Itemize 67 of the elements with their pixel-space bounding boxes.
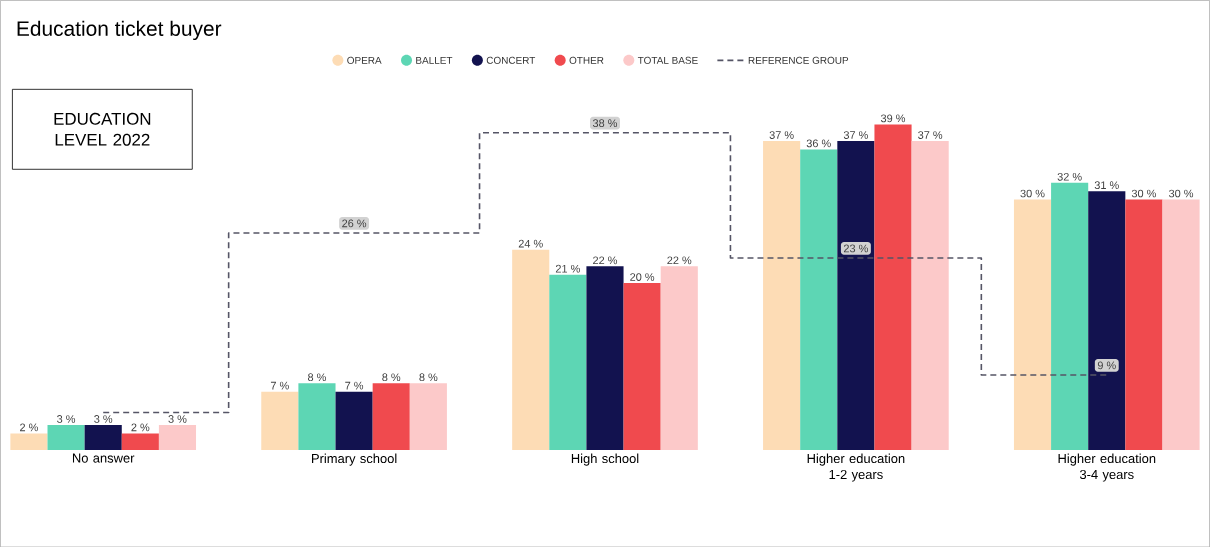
data-label: 23 % [843, 244, 868, 253]
data-label: 26 % [342, 219, 367, 228]
data-label: 22 % [667, 256, 692, 264]
data-label: 30 % [1131, 189, 1156, 198]
data-label: 30 % [1020, 189, 1045, 198]
bar [623, 282, 661, 450]
data-label: 7 % [345, 381, 364, 390]
x-tick-label: High school [571, 453, 639, 466]
x-tick-label: Higher education 1-2 years [807, 453, 905, 482]
data-label: 38 % [592, 119, 618, 127]
data-label: 8 % [308, 373, 326, 381]
x-tick-label: Higher education 3-4 years [1058, 453, 1156, 482]
data-label: 8 % [382, 373, 401, 381]
data-label: 24 % [518, 239, 543, 248]
legend-label: OTHER [569, 56, 604, 64]
bar [261, 391, 299, 450]
bar [837, 140, 875, 450]
data-label: 31 % [1094, 181, 1119, 189]
bar [1051, 182, 1089, 450]
data-label: 2 % [20, 423, 38, 431]
bar [298, 383, 336, 450]
data-label: 30 % [1168, 189, 1194, 198]
data-label: 39 % [880, 114, 906, 122]
bar [158, 424, 197, 450]
bar [911, 140, 949, 450]
bar [660, 266, 698, 450]
data-label: 37 % [843, 130, 868, 139]
bar [1125, 199, 1163, 450]
legend-label: CONCERT [486, 56, 536, 64]
bar [586, 266, 624, 450]
bar [800, 149, 838, 450]
data-label: 3 % [57, 414, 76, 423]
bar [549, 274, 587, 450]
bar [1013, 199, 1052, 450]
bar [874, 124, 912, 450]
data-label: 36 % [806, 139, 831, 148]
data-label: 32 % [1057, 172, 1082, 181]
bar [512, 249, 550, 450]
bar [121, 433, 159, 450]
data-label: 21 % [555, 264, 580, 273]
data-label: 22 % [593, 256, 618, 264]
legend-label: OPERA [347, 56, 382, 64]
legend-label: REFERENCE GROUP [748, 56, 849, 64]
legend-label: TOTAL BASE [637, 56, 698, 64]
bar [763, 140, 801, 450]
data-label: 2 % [131, 423, 150, 431]
bar [1162, 199, 1200, 450]
data-label: 9 % [1097, 361, 1116, 370]
bar [84, 424, 122, 450]
bar [409, 383, 447, 450]
legend-label: BALLET [416, 56, 453, 64]
x-tick-label: Primary school [312, 453, 397, 466]
data-label: 37 % [769, 130, 794, 139]
bar [10, 433, 48, 450]
bar [372, 383, 410, 450]
data-label: 8 % [419, 373, 438, 381]
annotation: EDUCATION LEVEL 2022 [54, 112, 151, 146]
data-label: 20 % [630, 272, 655, 281]
bar [47, 424, 85, 450]
bar [1088, 191, 1126, 450]
bar [335, 391, 373, 450]
data-label: 3 % [94, 414, 113, 423]
x-tick-label: No answer [72, 453, 135, 463]
data-label: 37 % [918, 130, 943, 139]
data-label: 7 % [270, 381, 289, 390]
chart-title: Education ticket buyer [17, 20, 222, 40]
data-label: 3 % [168, 414, 187, 423]
